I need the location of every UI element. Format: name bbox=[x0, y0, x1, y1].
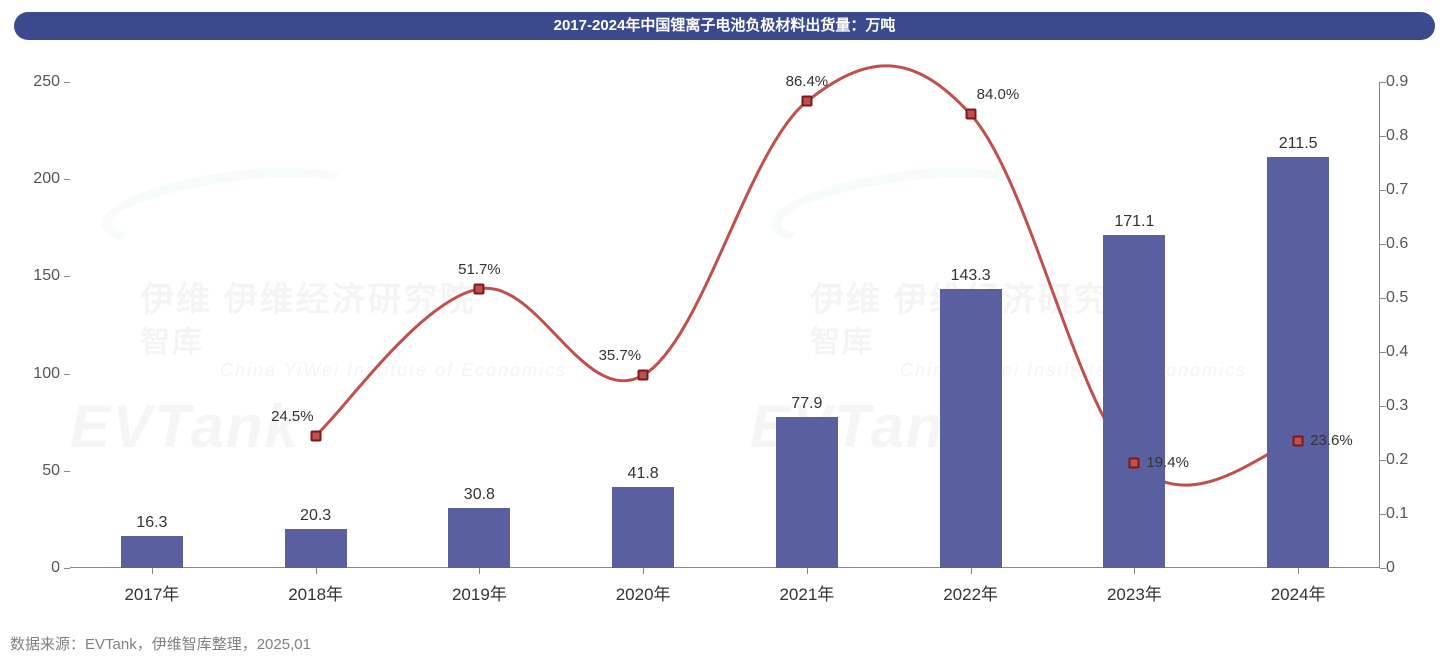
x-tick-mark bbox=[152, 568, 153, 574]
bar bbox=[1267, 157, 1329, 568]
watermark-brand: EVTank bbox=[70, 392, 300, 461]
watermark-swoosh bbox=[766, 154, 1033, 260]
y-right-tick-mark bbox=[1380, 244, 1386, 245]
line-value-label: 19.4% bbox=[1146, 454, 1189, 471]
line-marker bbox=[801, 96, 812, 107]
watermark-swoosh bbox=[96, 154, 363, 260]
growth-line bbox=[70, 82, 1380, 568]
line-marker bbox=[1129, 458, 1140, 469]
y-right-tick-mark bbox=[1380, 190, 1386, 191]
bar-value-label: 211.5 bbox=[1279, 135, 1318, 153]
line-marker bbox=[965, 109, 976, 120]
bar-value-label: 171.1 bbox=[1114, 213, 1154, 231]
y-left-tick: 200 bbox=[10, 170, 60, 188]
y-right-tick: 0.4 bbox=[1386, 343, 1434, 361]
x-category-label: 2020年 bbox=[616, 580, 671, 605]
y-right-tick: 0.5 bbox=[1386, 289, 1434, 307]
x-tick-mark bbox=[479, 568, 480, 574]
x-tick-mark bbox=[643, 568, 644, 574]
watermark-text: 智库 bbox=[140, 317, 204, 361]
y-left-tick-mark bbox=[64, 179, 70, 180]
watermark-text: 伊维 伊维经济研究院 bbox=[140, 272, 475, 321]
source-note: 数据来源：EVTank，伊维智库整理，2025,01 bbox=[10, 633, 311, 654]
y-left-tick-mark bbox=[64, 568, 70, 569]
y-right-tick: 0 bbox=[1386, 559, 1434, 577]
line-value-label: 24.5% bbox=[271, 408, 314, 425]
bar bbox=[940, 289, 1002, 568]
y-left-tick-mark bbox=[64, 276, 70, 277]
watermark-text: 智库 bbox=[810, 317, 874, 361]
y-left-tick: 150 bbox=[10, 267, 60, 285]
y-right-axis-line bbox=[1379, 82, 1380, 568]
y-left-tick: 250 bbox=[10, 73, 60, 91]
y-left-tick-mark bbox=[64, 82, 70, 83]
bar bbox=[612, 487, 674, 568]
x-tick-mark bbox=[316, 568, 317, 574]
y-right-tick-mark bbox=[1380, 406, 1386, 407]
y-right-tick: 0.2 bbox=[1386, 451, 1434, 469]
y-right-tick-mark bbox=[1380, 136, 1386, 137]
y-right-tick-mark bbox=[1380, 514, 1386, 515]
y-left-tick: 50 bbox=[10, 462, 60, 480]
y-left-tick-mark bbox=[64, 471, 70, 472]
plot-area: 伊维 伊维经济研究院 伊维 伊维经济研究院 智库 智库 China YiWei … bbox=[70, 82, 1380, 568]
line-value-label: 23.6% bbox=[1310, 432, 1353, 449]
y-right-tick: 0.1 bbox=[1386, 505, 1434, 523]
y-left-tick: 0 bbox=[10, 559, 60, 577]
y-left-tick-mark bbox=[64, 374, 70, 375]
x-category-label: 2023年 bbox=[1107, 580, 1162, 605]
y-right-tick-mark bbox=[1380, 298, 1386, 299]
bar bbox=[448, 508, 510, 568]
bar bbox=[285, 529, 347, 568]
x-category-label: 2018年 bbox=[288, 580, 343, 605]
y-right-tick: 0.6 bbox=[1386, 235, 1434, 253]
line-value-label: 35.7% bbox=[599, 347, 642, 364]
line-value-label: 84.0% bbox=[977, 86, 1020, 103]
y-left-tick: 100 bbox=[10, 365, 60, 383]
y-right-tick-mark bbox=[1380, 352, 1386, 353]
x-category-label: 2019年 bbox=[452, 580, 507, 605]
bar bbox=[776, 417, 838, 568]
watermark-text: China YiWei Institute of Economics bbox=[220, 360, 567, 381]
bar-value-label: 143.3 bbox=[951, 267, 991, 285]
chart-title: 2017-2024年中国锂离子电池负极材料出货量：万吨 bbox=[554, 17, 896, 34]
line-value-label: 51.7% bbox=[458, 261, 501, 278]
x-tick-mark bbox=[1298, 568, 1299, 574]
bar bbox=[121, 536, 183, 568]
line-marker bbox=[474, 283, 485, 294]
y-right-tick-mark bbox=[1380, 568, 1386, 569]
bar-value-label: 77.9 bbox=[791, 395, 822, 413]
x-axis-line bbox=[70, 567, 1380, 568]
chart-title-bar: 2017-2024年中国锂离子电池负极材料出货量：万吨 bbox=[14, 12, 1435, 40]
x-category-label: 2024年 bbox=[1271, 580, 1326, 605]
x-category-label: 2022年 bbox=[943, 580, 998, 605]
y-right-tick-mark bbox=[1380, 82, 1386, 83]
line-marker bbox=[310, 430, 321, 441]
line-marker bbox=[638, 370, 649, 381]
x-category-label: 2017年 bbox=[124, 580, 179, 605]
x-tick-mark bbox=[807, 568, 808, 574]
y-right-tick-mark bbox=[1380, 460, 1386, 461]
y-right-tick: 0.9 bbox=[1386, 73, 1434, 91]
x-category-label: 2021年 bbox=[779, 580, 834, 605]
x-tick-mark bbox=[971, 568, 972, 574]
y-right-tick: 0.8 bbox=[1386, 127, 1434, 145]
line-value-label: 86.4% bbox=[786, 73, 829, 90]
bar-value-label: 41.8 bbox=[628, 465, 659, 483]
x-tick-mark bbox=[1134, 568, 1135, 574]
bar-value-label: 30.8 bbox=[464, 486, 495, 504]
y-right-tick: 0.3 bbox=[1386, 397, 1434, 415]
bar-value-label: 20.3 bbox=[300, 507, 331, 525]
y-right-tick: 0.7 bbox=[1386, 181, 1434, 199]
line-marker bbox=[1293, 435, 1304, 446]
bar-value-label: 16.3 bbox=[136, 514, 167, 532]
bar bbox=[1103, 235, 1165, 568]
